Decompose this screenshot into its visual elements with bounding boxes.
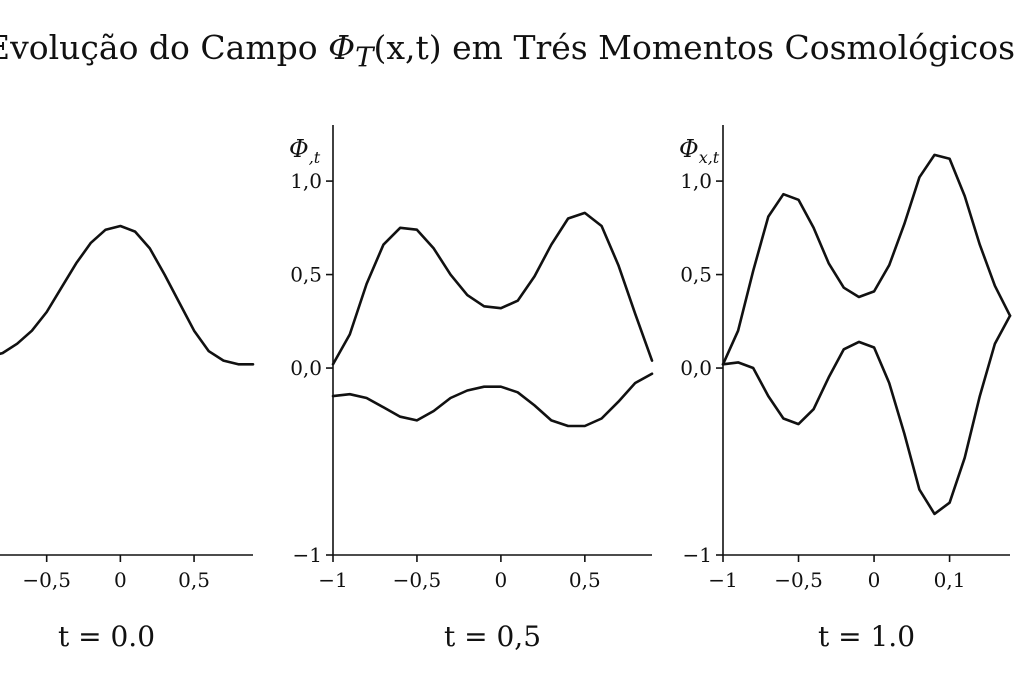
x-tick-label: 0 — [495, 568, 508, 592]
chart-panel-3: −1 −0,5 0 0,1 −1 0,0 0,5 1,0Φx,t t = 1.0 — [679, 125, 1012, 653]
series-line-1 — [0, 224, 255, 366]
panel-label: t = 0.0 — [58, 620, 155, 653]
x-tick-label: 0,5 — [178, 568, 210, 592]
y-tick-label: 0,5 — [290, 263, 322, 287]
series-line-1 — [331, 211, 654, 366]
y-tick-label: 1,0 — [290, 169, 322, 193]
x-tick-label: 0 — [114, 568, 127, 592]
chart-panel-2: −1 −0,5 0 0,5 −1 0,0 0,5 1,0Φ,t t = 0,5 — [289, 125, 654, 653]
chart-panel-1: −0,5 0 0,5 t = 0.0 — [0, 224, 255, 653]
y-tick-label: −1 — [683, 543, 712, 567]
title-prefix: Evolução do Campo — [0, 28, 329, 67]
x-tick-label: −0,5 — [774, 568, 823, 592]
x-tick-label: 0,1 — [934, 568, 966, 592]
y-tick-label: 0,0 — [290, 356, 322, 380]
title-subscript: T — [355, 41, 374, 74]
title-symbol: Φ — [328, 28, 356, 67]
panel-label: t = 1.0 — [818, 620, 915, 653]
y-axis-label: Φ,t — [289, 135, 321, 167]
x-tick-label: 0 — [868, 568, 881, 592]
x-tick-label: −0,5 — [22, 568, 71, 592]
y-tick-label: 0,5 — [680, 263, 712, 287]
series-line-1 — [721, 153, 1012, 366]
title-args: (x,t) — [373, 28, 442, 67]
series-line-2 — [331, 372, 654, 428]
x-tick-label: 0,5 — [569, 568, 601, 592]
series-line-2 — [721, 314, 1012, 516]
chart-title: Evolução do Campo ΦT(x,t) em Trés Moment… — [0, 28, 1015, 74]
y-tick-label: 1,0 — [680, 169, 712, 193]
panel-label: t = 0,5 — [444, 620, 541, 653]
y-tick-label: 0,0 — [680, 356, 712, 380]
y-tick-label: −1 — [293, 543, 322, 567]
y-axis-label: Φx,t — [679, 135, 720, 167]
x-tick-label: −1 — [318, 568, 347, 592]
x-tick-label: −1 — [708, 568, 737, 592]
x-tick-label: −0,5 — [393, 568, 442, 592]
title-suffix: em Trés Momentos Cosmológicos — [441, 28, 1016, 67]
